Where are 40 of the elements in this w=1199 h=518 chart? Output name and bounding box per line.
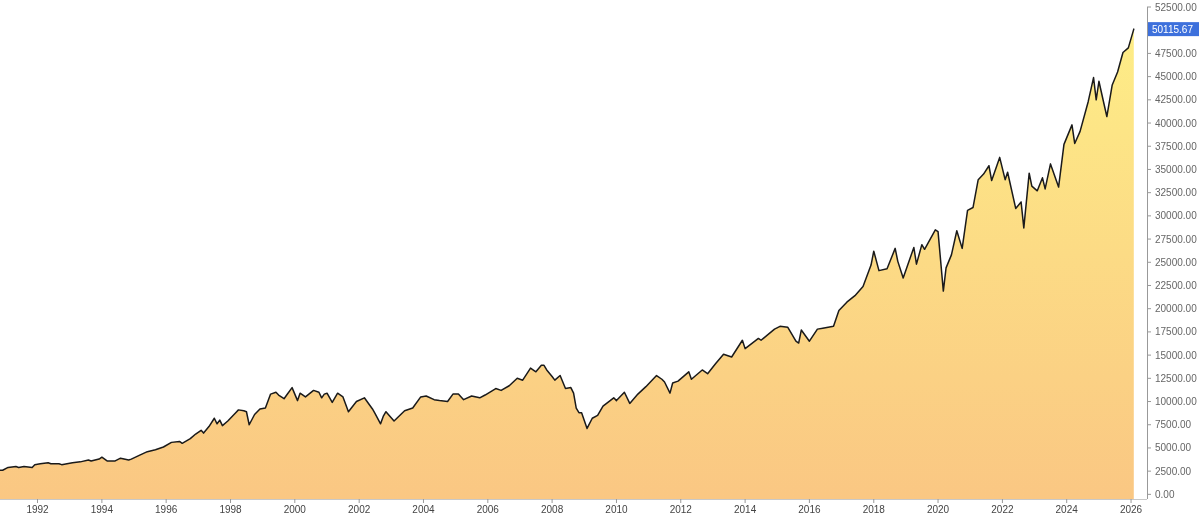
- y-tick-label: 35000.00: [1155, 163, 1198, 175]
- x-tick-label: 2024: [1055, 504, 1079, 515]
- y-tick-label: 17500.00: [1155, 326, 1198, 338]
- y-tick-label: 5000.00: [1155, 442, 1192, 454]
- y-tick-label: 42500.00: [1155, 94, 1198, 106]
- x-tick-label: 2020: [926, 504, 950, 515]
- y-tick-label: 30000.00: [1155, 210, 1198, 222]
- y-tick-label: 27500.00: [1155, 233, 1198, 245]
- y-tick-label: 2500.00: [1155, 465, 1192, 477]
- y-tick-label: 15000.00: [1155, 349, 1198, 361]
- y-tick-label: 25000.00: [1155, 256, 1198, 268]
- x-tick-label: 2014: [733, 504, 757, 515]
- x-tick-label: 2010: [605, 504, 629, 515]
- x-tick-label: 2018: [862, 504, 886, 515]
- x-tick-label: 1992: [26, 504, 50, 515]
- x-tick-label: 2012: [669, 504, 693, 515]
- x-tick-label: 1998: [219, 504, 243, 515]
- x-tick-label: 2022: [991, 504, 1014, 515]
- y-tick-label: 37500.00: [1155, 140, 1198, 152]
- y-tick-label: 7500.00: [1155, 419, 1192, 431]
- y-tick-label: 32500.00: [1155, 187, 1198, 199]
- y-tick-label: 20000.00: [1155, 303, 1198, 315]
- x-tick-label: 2004: [412, 504, 436, 515]
- x-tick-label: 2006: [476, 504, 500, 515]
- x-tick-label: 1994: [90, 504, 114, 515]
- x-tick-label: 2016: [798, 504, 821, 515]
- y-tick-label: 10000.00: [1155, 396, 1198, 408]
- y-tick-label: 47500.00: [1155, 47, 1198, 59]
- y-tick-label: 12500.00: [1155, 372, 1198, 384]
- y-tick-label: 22500.00: [1155, 279, 1198, 291]
- text: 50115.67: [1152, 23, 1194, 35]
- x-tick-label: 2002: [348, 504, 371, 515]
- y-tick-label: 45000.00: [1155, 71, 1198, 83]
- y-tick-label: 40000.00: [1155, 117, 1198, 129]
- x-tick-label: 1996: [155, 504, 178, 515]
- y-tick-label: 52500.00: [1155, 1, 1198, 13]
- x-tick-label: 2000: [283, 504, 307, 515]
- x-tick-label: 2008: [540, 504, 564, 515]
- x-tick-label: 2026: [1119, 504, 1143, 515]
- y-tick-label: 0.00: [1155, 488, 1175, 500]
